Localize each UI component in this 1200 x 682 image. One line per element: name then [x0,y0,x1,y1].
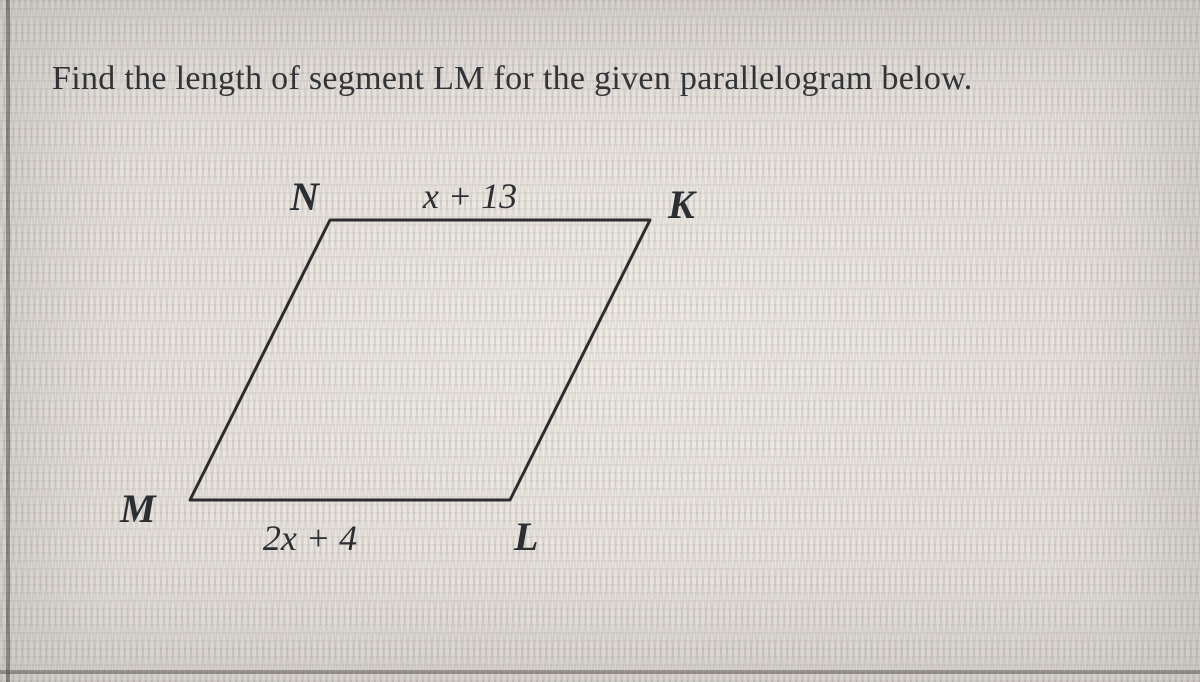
question-text: Find the length of segment LM for the gi… [52,60,973,98]
parallelogram-diagram: N K L M x + 13 2x + 4 [90,170,810,610]
vertex-label-M: M [119,486,157,531]
edge-label-ML: 2x + 4 [263,518,357,558]
vertex-label-N: N [289,174,321,219]
frame-border-bottom [0,670,1200,674]
vertex-label-K: K [667,182,697,227]
parallelogram-polygon [190,220,650,500]
vertex-label-L: L [513,514,538,559]
parallelogram-shape [190,220,650,500]
frame-border-left [6,0,10,682]
edge-label-NK: x + 13 [422,176,517,216]
